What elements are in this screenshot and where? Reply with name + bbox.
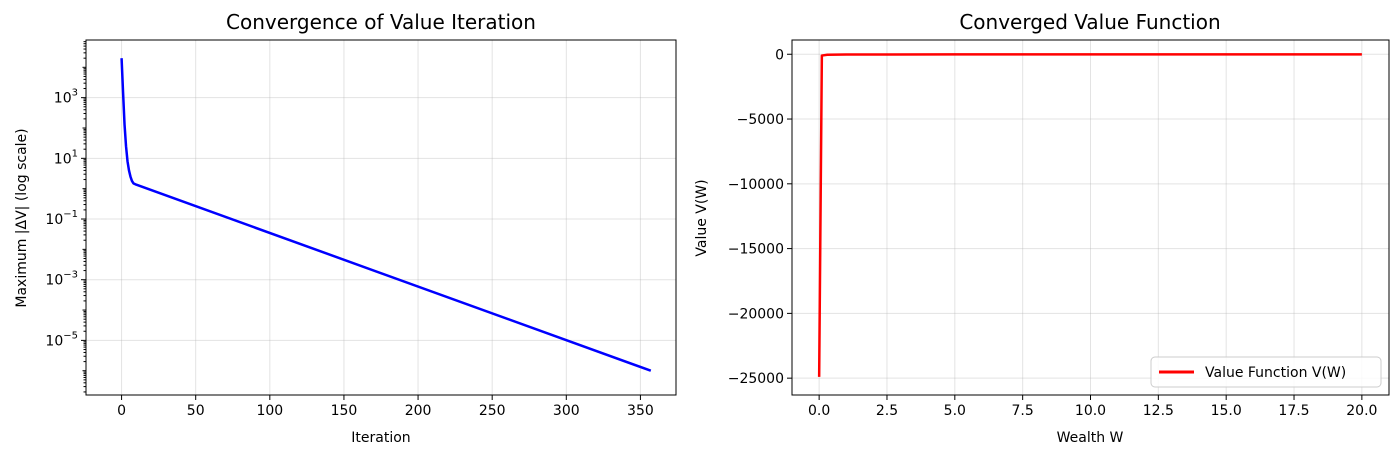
left-series-lines [120, 58, 652, 372]
right-x-tick-label: 2.5 [876, 403, 898, 419]
right-y-tick-label: 0 [775, 47, 784, 63]
right-x-axis-label: Wealth W [1057, 430, 1124, 446]
left-series-line [120, 58, 652, 372]
convergence-chart: 0 50 100 150 200 250 300 350 103 101 10−1 10−3 10−5… [14, 10, 677, 446]
right-y-ticks: 0 −5000 −10000 −15000 −20000 −25000 [728, 47, 792, 387]
left-y-tick-label: 103 [54, 88, 78, 107]
value-function-chart: 0.0 2.5 5.0 7.5 10.0 12.5 15.0 17.5 20.0 0 −5000 −… [694, 10, 1390, 446]
left-y-ticks: 103 101 10−1 10−3 10−5 [45, 41, 86, 393]
left-chart-title: Convergence of Value Iteration [226, 10, 536, 34]
right-x-ticks: 0.0 2.5 5.0 7.5 10.0 12.5 15.0 17.5 20.0 [808, 395, 1377, 419]
left-x-tick-label: 300 [553, 403, 580, 419]
right-x-tick-label: 5.0 [944, 403, 966, 419]
right-x-tick-label: 10.0 [1075, 403, 1106, 419]
left-y-tick-label: 10−1 [45, 209, 78, 228]
right-y-tick-label: −20000 [728, 306, 784, 322]
left-x-tick-label: 50 [187, 403, 205, 419]
right-y-axis-label: Value V(W) [694, 179, 710, 256]
right-x-tick-label: 12.5 [1143, 403, 1174, 419]
right-y-tick-label: −15000 [728, 242, 784, 258]
left-x-tick-label: 350 [627, 403, 654, 419]
legend-label-value-function: Value Function V(W) [1205, 365, 1346, 381]
right-x-tick-label: 0.0 [808, 403, 830, 419]
right-chart-title: Converged Value Function [959, 10, 1220, 34]
left-x-tick-label: 150 [331, 403, 358, 419]
left-plot-frame [85, 39, 677, 396]
left-x-tick-label: 200 [405, 403, 432, 419]
right-y-tick-label: −5000 [737, 112, 784, 128]
right-x-tick-label: 15.0 [1211, 403, 1242, 419]
left-y-axis-label: Maximum |ΔV| (log scale) [14, 128, 30, 307]
right-legend: Value Function V(W) [1150, 356, 1382, 388]
left-y-tick-label: 101 [54, 148, 78, 167]
left-grid [86, 40, 676, 395]
right-x-tick-label: 17.5 [1278, 403, 1309, 419]
right-x-tick-label: 7.5 [1012, 403, 1034, 419]
left-x-ticks: 0 50 100 150 200 250 300 350 [117, 395, 654, 419]
left-x-tick-label: 100 [256, 403, 283, 419]
right-series-line [817, 53, 1362, 377]
left-x-tick-label: 250 [479, 403, 506, 419]
left-x-tick-label: 0 [117, 403, 126, 419]
right-x-tick-label: 20.0 [1346, 403, 1377, 419]
left-y-tick-label: 10−3 [45, 270, 78, 289]
legend-box [1150, 356, 1382, 388]
right-y-tick-label: −10000 [728, 177, 784, 193]
left-x-axis-label: Iteration [351, 430, 410, 446]
right-y-tick-label: −25000 [728, 371, 784, 387]
right-series-lines [817, 53, 1362, 377]
left-y-tick-label: 10−5 [45, 330, 78, 349]
